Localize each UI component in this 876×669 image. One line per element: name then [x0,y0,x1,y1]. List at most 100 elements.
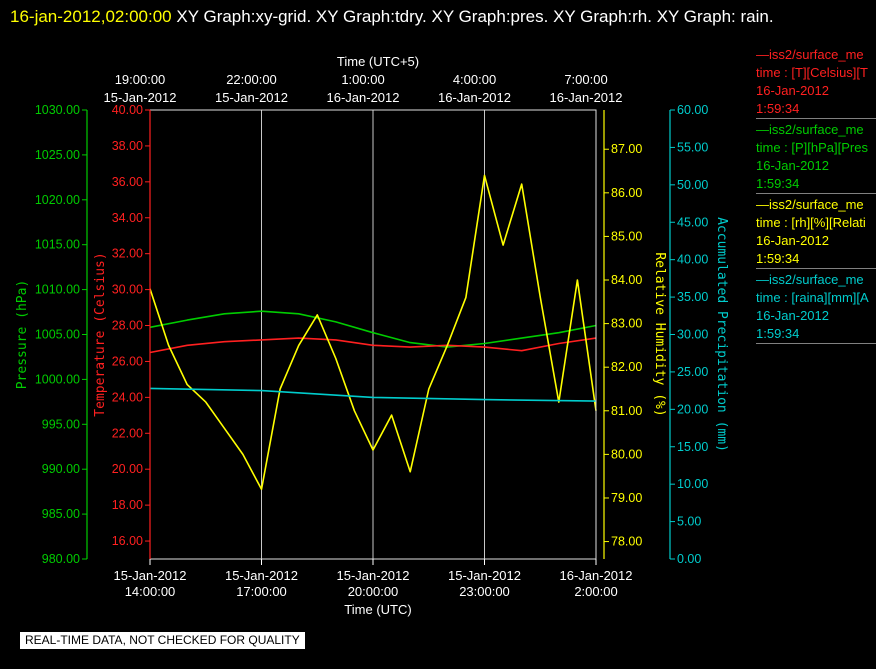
precip-tick-label: 0.00 [677,552,701,566]
humidity-tick-label: 79.00 [611,491,642,505]
humidity-tick-label: 81.00 [611,404,642,418]
series-line-pressure [149,310,597,348]
legend-line: 16-Jan-2012 [756,308,829,323]
bottom-tick-label: 15-Jan-2012 [337,568,410,583]
temperature-tick-label: 22.00 [112,426,143,440]
legend-line: time : [P][hPa][Pres [756,140,868,155]
temperature-tick-label: 16.00 [112,534,143,548]
legend-line: 16-Jan-2012 [756,233,829,248]
legend-item-temperature: —iss2/surface_me time : [T][Celsius][T 1… [756,46,876,119]
legend-line: time : [raina][mm][A [756,290,869,305]
legend-line: time : [rh][%][Relati [756,215,866,230]
grid-lines [149,110,597,559]
legend-item-precipitation: —iss2/surface_me time : [raina][mm][A 16… [756,271,876,344]
chart-header: 16-jan-2012,02:00:00 XY Graph:xy-grid. X… [10,3,860,31]
legend: —iss2/surface_me time : [T][Celsius][T 1… [756,46,876,346]
top-tick-label: 1:00:00 [341,72,384,87]
legend-line: 16-Jan-2012 [756,158,829,173]
legend-line: 16-Jan-2012 [756,83,829,98]
precip-tick-label: 25.00 [677,365,708,379]
temperature-tick-label: 20.00 [112,462,143,476]
humidity-tick-label: 87.00 [611,142,642,156]
series-line-humidity [149,174,597,491]
pressure-tick-label: 1030.00 [35,103,80,117]
pressure-tick-label: 995.00 [42,417,80,431]
precip-tick-label: 55.00 [677,140,708,154]
pressure-tick-label: 1020.00 [35,193,80,207]
precip-tick-label: 60.00 [677,103,708,117]
precip-tick-label: 20.00 [677,402,708,416]
top-tick-label: 7:00:00 [564,72,607,87]
temperature-tick-label: 32.00 [112,247,143,261]
legend-line: —iss2/surface_me [756,47,864,62]
top-tick-label: 16-Jan-2012 [327,90,400,105]
legend-line: 1:59:34 [756,326,800,341]
pressure-tick-label: 1005.00 [35,328,80,342]
temperature-tick-label: 30.00 [112,283,143,297]
humidity-tick-label: 82.00 [611,360,642,374]
humidity-tick-label: 78.00 [611,535,642,549]
legend-line: 1:59:34 [756,251,800,266]
humidity-tick-label: 84.00 [611,273,642,287]
bottom-tick-label: 14:00:00 [125,584,176,599]
header-timestamp: 16-jan-2012,02:00:00 [10,7,172,26]
bottom-tick-label: 16-Jan-2012 [560,568,633,583]
temperature-axis-label: Temperature (Celsius) [93,252,108,416]
top-tick-label: 16-Jan-2012 [550,90,623,105]
legend-line: 1:59:34 [756,176,800,191]
bottom-axis-label: Time (UTC) [344,602,411,617]
top-tick-label: 22:00:00 [226,72,277,87]
humidity-tick-label: 80.00 [611,447,642,461]
pressure-tick-label: 1000.00 [35,372,80,386]
humidity-tick-label: 83.00 [611,317,642,331]
series-line-precip [149,387,597,402]
pressure-tick-label: 985.00 [42,507,80,521]
precip-tick-label: 5.00 [677,515,701,529]
top-tick-label: 19:00:00 [115,72,166,87]
pressure-tick-label: 1015.00 [35,238,80,252]
precip-tick-label: 10.00 [677,477,708,491]
pressure-tick-label: 1010.00 [35,283,80,297]
bottom-tick-label: 2:00:00 [574,584,617,599]
quality-disclaimer: REAL-TIME DATA, NOT CHECKED FOR QUALITY [20,632,305,649]
legend-item-humidity: —iss2/surface_me time : [rh][%][Relati 1… [756,196,876,269]
precip-axis-label: Accumulated Precipitation (mm) [714,217,729,452]
temperature-tick-label: 38.00 [112,139,143,153]
series-line-temperature [149,337,597,354]
pressure-tick-label: 1025.00 [35,148,80,162]
data-series [149,174,597,491]
legend-line: —iss2/surface_me [756,122,864,137]
bottom-tick-label: 17:00:00 [236,584,287,599]
bottom-tick-label: 20:00:00 [348,584,399,599]
precip-tick-label: 35.00 [677,290,708,304]
top-tick-label: 15-Jan-2012 [215,90,288,105]
pressure-tick-label: 990.00 [42,462,80,476]
header-title: XY Graph:xy-grid. XY Graph:tdry. XY Grap… [176,7,774,26]
pressure-axis-label: Pressure (hPa) [15,280,30,390]
axes: Time (UTC+5) 19:00:00 15-Jan-2012 22:00:00 1… [15,54,729,617]
legend-line: time : [T][Celsius][T [756,65,868,80]
temperature-tick-label: 28.00 [112,319,143,333]
legend-line: 1:59:34 [756,101,800,116]
bottom-tick-label: 23:00:00 [459,584,510,599]
top-tick-label: 16-Jan-2012 [438,90,511,105]
temperature-tick-label: 36.00 [112,175,143,189]
temperature-tick-label: 24.00 [112,390,143,404]
precip-tick-label: 50.00 [677,178,708,192]
top-tick-label: 4:00:00 [453,72,496,87]
precip-tick-label: 45.00 [677,215,708,229]
legend-line: —iss2/surface_me [756,197,864,212]
bottom-tick-label: 15-Jan-2012 [225,568,298,583]
top-tick-label: 15-Jan-2012 [104,90,177,105]
legend-line: —iss2/surface_me [756,272,864,287]
humidity-tick-label: 86.00 [611,186,642,200]
temperature-tick-label: 18.00 [112,498,143,512]
temperature-tick-label: 34.00 [112,211,143,225]
temperature-tick-label: 26.00 [112,354,143,368]
temperature-tick-label: 40.00 [112,103,143,117]
pressure-tick-label: 980.00 [42,552,80,566]
humidity-tick-label: 85.00 [611,229,642,243]
legend-item-pressure: —iss2/surface_me time : [P][hPa][Pres 16… [756,121,876,194]
bottom-tick-label: 15-Jan-2012 [448,568,521,583]
